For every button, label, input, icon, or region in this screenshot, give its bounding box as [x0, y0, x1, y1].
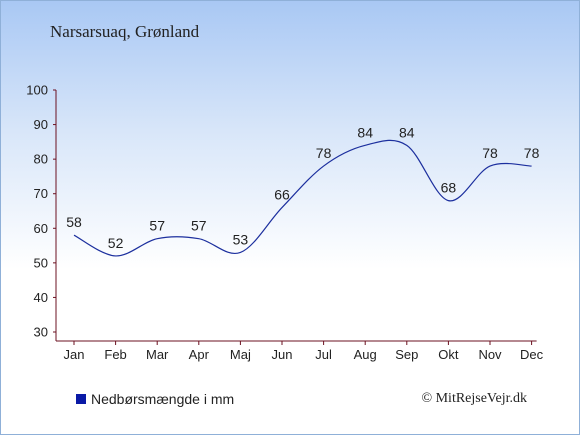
y-tick-label: 100 — [26, 83, 48, 98]
legend: Nedbørsmængde i mm — [76, 391, 234, 407]
x-tick-label: Dec — [520, 347, 544, 362]
legend-swatch — [76, 394, 86, 404]
data-label: 52 — [108, 235, 124, 251]
data-label: 84 — [357, 124, 373, 140]
data-label: 57 — [149, 218, 165, 234]
chart-title: Narsarsuaq, Grønland — [50, 22, 200, 41]
x-tick-label: Jan — [64, 347, 85, 362]
x-tick-label: Sep — [395, 347, 418, 362]
x-tick-label: Jul — [315, 347, 332, 362]
x-tick-label: Nov — [478, 347, 502, 362]
data-label: 53 — [233, 231, 249, 247]
data-label: 57 — [191, 218, 207, 234]
x-tick-label: Aug — [354, 347, 377, 362]
x-ticks: Jan Feb Mar Apr Maj Jun Jul Aug Sep Okt Nov Dec — [64, 341, 544, 362]
data-label: 66 — [274, 187, 290, 203]
y-tick-label: 30 — [34, 325, 48, 340]
y-tick-label: 60 — [34, 221, 48, 236]
x-tick-label: Feb — [104, 347, 126, 362]
y-tick-label: 70 — [34, 186, 48, 201]
legend-label: Nedbørsmængde i mm — [91, 391, 235, 407]
x-tick-label: Apr — [189, 347, 210, 362]
copyright-credit: © MitRejseVejr.dk — [421, 391, 527, 406]
y-tick-label: 40 — [34, 290, 48, 305]
x-tick-label: Okt — [438, 347, 459, 362]
data-label: 78 — [524, 145, 540, 161]
y-tick-label: 80 — [34, 152, 48, 167]
data-label: 58 — [66, 214, 82, 230]
data-label: 84 — [399, 124, 415, 140]
x-tick-label: Jun — [272, 347, 293, 362]
y-ticks: 30 40 50 60 70 80 90 100 — [26, 83, 56, 340]
data-label: 78 — [482, 145, 498, 161]
y-tick-label: 50 — [34, 255, 48, 270]
data-labels: 58 52 57 57 53 66 78 84 84 68 78 78 — [66, 124, 539, 251]
x-tick-label: Maj — [230, 347, 251, 362]
x-tick-label: Mar — [146, 347, 169, 362]
y-tick-label: 90 — [34, 117, 48, 132]
data-label: 78 — [316, 145, 332, 161]
data-label: 68 — [441, 180, 457, 196]
precipitation-line — [73, 139, 532, 257]
